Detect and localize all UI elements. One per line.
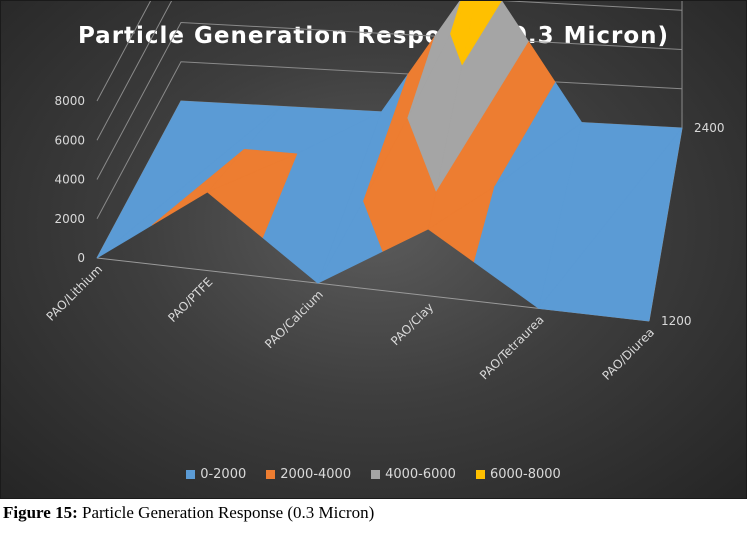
legend-swatch xyxy=(186,470,196,479)
series-label: 2400 xyxy=(694,121,725,135)
legend-item: 6000-8000 xyxy=(475,467,561,482)
chart-title: Particle Generation Response (0.3 Micron… xyxy=(77,23,670,49)
legend-item: 0-2000 xyxy=(186,467,246,482)
legend-label: 0-2000 xyxy=(200,467,247,482)
caption-text: Particle Generation Response (0.3 Micron… xyxy=(77,503,375,522)
chart-panel: Particle Generation Response (0.3 Micron… xyxy=(0,0,747,499)
surface-band xyxy=(427,186,495,263)
legend-swatch xyxy=(266,470,276,479)
z-tick-label: 8000 xyxy=(54,94,85,108)
gridline xyxy=(96,1,683,141)
category-label: PAO/Calcium xyxy=(262,287,326,351)
legend-swatch xyxy=(475,470,485,479)
z-tick-label: 0 xyxy=(77,251,85,265)
legend-label: 6000-8000 xyxy=(489,467,561,482)
category-label: PAO/Tetraurea xyxy=(477,313,547,383)
legend-label: 4000-6000 xyxy=(385,467,456,482)
surface-band xyxy=(207,153,298,238)
series-label: 1200 xyxy=(661,314,692,328)
category-label: PAO/PTFE xyxy=(165,275,215,325)
legend-swatch xyxy=(371,470,381,479)
legend-item: 2000-4000 xyxy=(266,467,351,482)
surface-band xyxy=(450,1,476,66)
z-tick-label: 2000 xyxy=(54,212,85,226)
surface-chart: 0 2000 4000 6000 8000 PAO/Lithium PAO/PTFE PAO/… xyxy=(44,1,725,383)
legend-label: 2000-4000 xyxy=(280,467,352,482)
caption-label: Figure 15: xyxy=(3,503,78,522)
gridline xyxy=(96,1,152,102)
category-label: PAO/Diurea xyxy=(599,325,657,383)
category-label: PAO/Lithium xyxy=(44,262,105,323)
legend: 0-2000 2000-4000 4000-6000 6000-8000 xyxy=(1,467,746,482)
z-tick-label: 6000 xyxy=(54,133,85,147)
category-label: PAO/Clay xyxy=(388,300,436,348)
figure-caption: Figure 15: Particle Generation Response … xyxy=(3,503,374,523)
surface-band xyxy=(151,148,245,226)
legend-item: 4000-6000 xyxy=(371,467,456,482)
surface-band xyxy=(538,127,683,322)
z-tick-label: 4000 xyxy=(54,173,85,187)
